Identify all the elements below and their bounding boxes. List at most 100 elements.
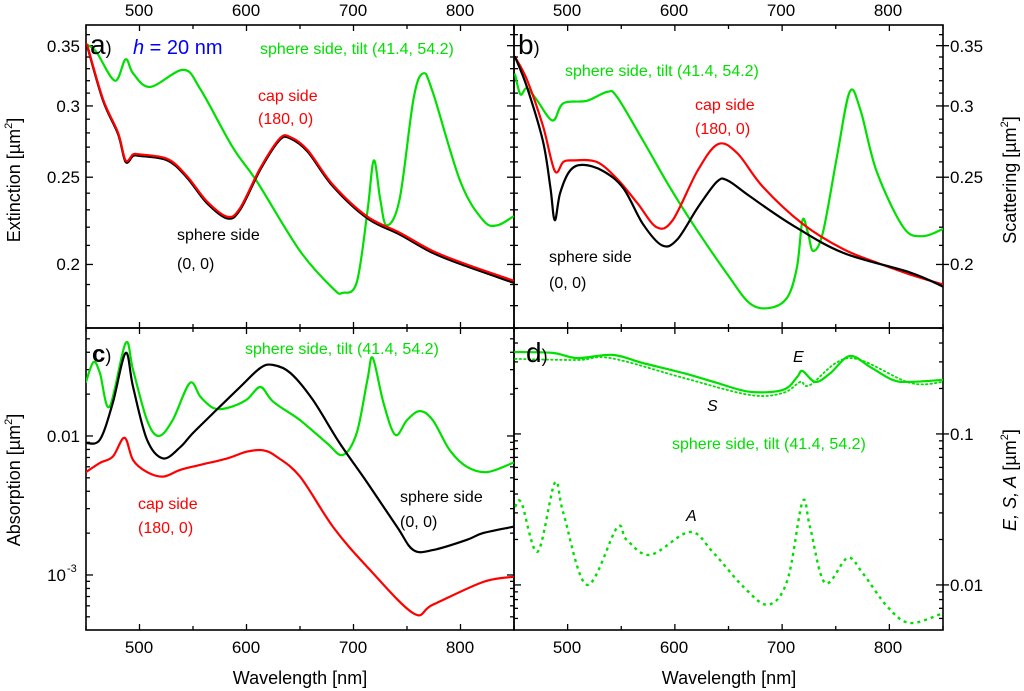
y-axis-title-d: E, S, A [µm2] xyxy=(999,429,1020,531)
bottom-x-tick-labels-d: 500 600 700 800 xyxy=(553,638,902,657)
annotation-red-a-coords: (180, 0) xyxy=(258,111,313,128)
x-tick-label: 700 xyxy=(767,1,795,20)
y-tick-labels-d: 0.01 0.1 xyxy=(950,425,983,595)
annotation-black-a-coords: (0, 0) xyxy=(177,256,214,273)
panel-frame-c xyxy=(85,327,515,631)
x-tick-label: 600 xyxy=(660,638,688,657)
y-axis-title-sup: 2 xyxy=(999,121,1011,127)
series-b-green-solid xyxy=(514,73,943,310)
top-x-tick-labels-a: 500 600 700 800 xyxy=(125,1,474,20)
y-tick-label: 10 xyxy=(47,566,66,585)
y-axis-title-end: ] xyxy=(4,414,24,419)
curves xyxy=(86,43,943,625)
series-a-red-solid xyxy=(86,43,514,282)
annotation-green-a: sphere side, tilt (41.4, 54.2) xyxy=(260,41,454,58)
panel-paren: ) xyxy=(106,38,112,58)
panel-paren: ) xyxy=(542,346,548,366)
y-axis-title-sup: 2 xyxy=(999,434,1011,440)
series-c-red-solid xyxy=(86,436,514,617)
y-tick-label: 0.01 xyxy=(47,427,80,446)
y-axis-title-text: Extinction [µm xyxy=(4,129,24,242)
annotation-black-a: sphere side xyxy=(177,227,260,244)
height-value: = 20 nm xyxy=(144,37,222,59)
panel-letter: a xyxy=(90,29,106,60)
panel-paren: ) xyxy=(534,38,540,58)
x-tick-label: 800 xyxy=(874,1,902,20)
panel-label-a: a) xyxy=(90,29,112,60)
x-tick-label: 700 xyxy=(767,638,795,657)
x-tick-label: 700 xyxy=(339,638,367,657)
panel-paren: ) xyxy=(105,346,111,366)
annotation-red-c-coords: (180, 0) xyxy=(138,520,193,537)
annotation-green-d: sphere side, tilt (41.4, 54.2) xyxy=(672,436,866,453)
x-tick-label: 500 xyxy=(553,638,581,657)
x-tick-label: 500 xyxy=(125,638,153,657)
y-tick-label: 0.2 xyxy=(56,255,80,274)
series-d-green-dashed xyxy=(514,480,943,625)
y-tick-label: 0.3 xyxy=(56,97,80,116)
y-axis-title-text: Scattering [µm xyxy=(1000,127,1020,243)
axis-ticks xyxy=(85,25,949,630)
y-axis-title-sup: 2 xyxy=(3,419,15,425)
y-tick-labels-b: 0.2 0.25 0.3 0.35 xyxy=(950,37,983,274)
y-tick-label: 0.25 xyxy=(950,168,983,187)
y-tick-label: 0.3 xyxy=(950,97,974,116)
annotation-red-a: cap side xyxy=(258,88,318,105)
x-tick-label: 500 xyxy=(553,1,581,20)
annotation-red-c: cap side xyxy=(138,496,198,513)
height-label: h = 20 nm xyxy=(133,37,223,59)
series-c-black-solid xyxy=(86,351,514,554)
annotation-black-b-coords: (0, 0) xyxy=(549,275,586,292)
annotation-E: E xyxy=(793,349,804,366)
y-axis-title-end: ] xyxy=(1000,429,1020,434)
annotation-green-c: sphere side, tilt (41.4, 54.2) xyxy=(245,341,439,358)
y-tick-label: 0.35 xyxy=(47,37,80,56)
y-tick-label: 0.1 xyxy=(950,425,974,444)
panel-label-d: d) xyxy=(526,337,548,368)
panel-frame-a xyxy=(85,24,515,329)
panel-letter: b xyxy=(518,29,534,60)
y-axis-title-end: ] xyxy=(1000,116,1020,121)
x-axis-title-d: Wavelength [nm] xyxy=(662,668,796,688)
series-a-black-solid xyxy=(86,44,514,284)
x-tick-label: 600 xyxy=(232,638,260,657)
y-axis-title-italic: E, S, A xyxy=(1000,476,1020,531)
panel-label-c: c) xyxy=(92,341,111,368)
panel-letter: c xyxy=(92,341,105,368)
y-tick-label: 0.35 xyxy=(950,37,983,56)
series-b-red-solid xyxy=(514,55,943,286)
x-tick-label: 700 xyxy=(339,1,367,20)
x-tick-label: 800 xyxy=(446,1,474,20)
annotation-red-b-coords: (180, 0) xyxy=(695,121,750,138)
x-tick-label: 800 xyxy=(874,638,902,657)
y-tick-label: 0.25 xyxy=(47,168,80,187)
y-tick-label: 0.2 xyxy=(950,255,974,274)
annotation-black-b: sphere side xyxy=(549,249,632,266)
annotation-black-c-coords: (0, 0) xyxy=(400,514,437,531)
top-x-tick-labels-b: 500 600 700 800 xyxy=(553,1,902,20)
y-axis-title-a: Extinction [µm2] xyxy=(3,118,24,243)
y-axis-title-b: Scattering [µm2] xyxy=(999,116,1020,244)
y-tick-label-exponent: -3 xyxy=(67,563,77,575)
annotation-A: A xyxy=(685,508,697,525)
y-tick-labels-c: 0.01 10 -3 xyxy=(47,427,80,585)
y-axis-title-c: Absorption [µm2] xyxy=(3,414,24,547)
x-axis-title-c: Wavelength [nm] xyxy=(233,668,367,688)
panel-letter: d xyxy=(526,337,542,368)
x-tick-label: 500 xyxy=(125,1,153,20)
y-tick-label: 0.01 xyxy=(950,576,983,595)
height-var: h xyxy=(133,37,144,59)
x-tick-label: 800 xyxy=(446,638,474,657)
y-axis-title-text: Absorption [µm xyxy=(4,425,24,546)
series-a-green-solid xyxy=(86,43,514,295)
annotation-S: S xyxy=(707,398,718,415)
y-tick-labels-a: 0.2 0.25 0.3 0.35 xyxy=(47,37,80,274)
panel-label-b: b) xyxy=(518,29,540,60)
x-tick-label: 600 xyxy=(660,1,688,20)
series-d-green-dotted xyxy=(514,356,943,397)
annotation-green-b: sphere side, tilt (41.4, 54.2) xyxy=(565,63,759,80)
y-axis-title-end: ] xyxy=(4,118,24,123)
bottom-x-tick-labels-c: 500 600 700 800 xyxy=(125,638,474,657)
series-b-black-solid xyxy=(514,55,943,288)
